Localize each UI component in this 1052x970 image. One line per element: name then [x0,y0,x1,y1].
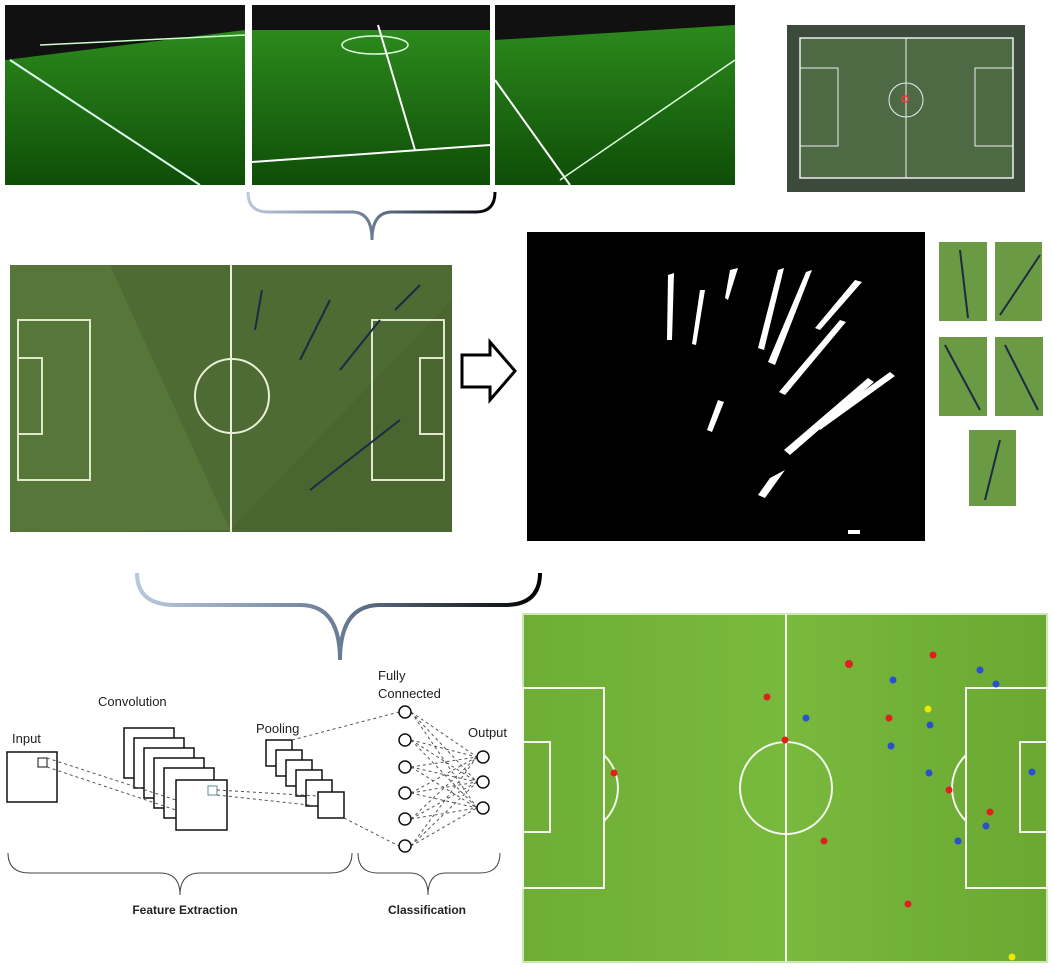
camera-views [5,5,736,186]
tactical-pitch [522,613,1048,963]
label: Classification [388,903,466,917]
foreground-mask [527,232,925,541]
label: Convolution [98,694,167,709]
overhead-pitch [787,25,1025,192]
label: Feature Extraction [132,903,237,917]
label: Input [12,731,41,746]
label: Output [468,725,507,740]
panorama [10,265,452,532]
label: Connected [378,686,441,701]
patches [939,242,1043,506]
cnn-diagram [6,705,501,896]
brace [246,191,497,241]
arrow [460,337,517,405]
label: Fully [378,668,406,683]
brace [135,572,542,661]
label: Pooling [256,721,299,736]
